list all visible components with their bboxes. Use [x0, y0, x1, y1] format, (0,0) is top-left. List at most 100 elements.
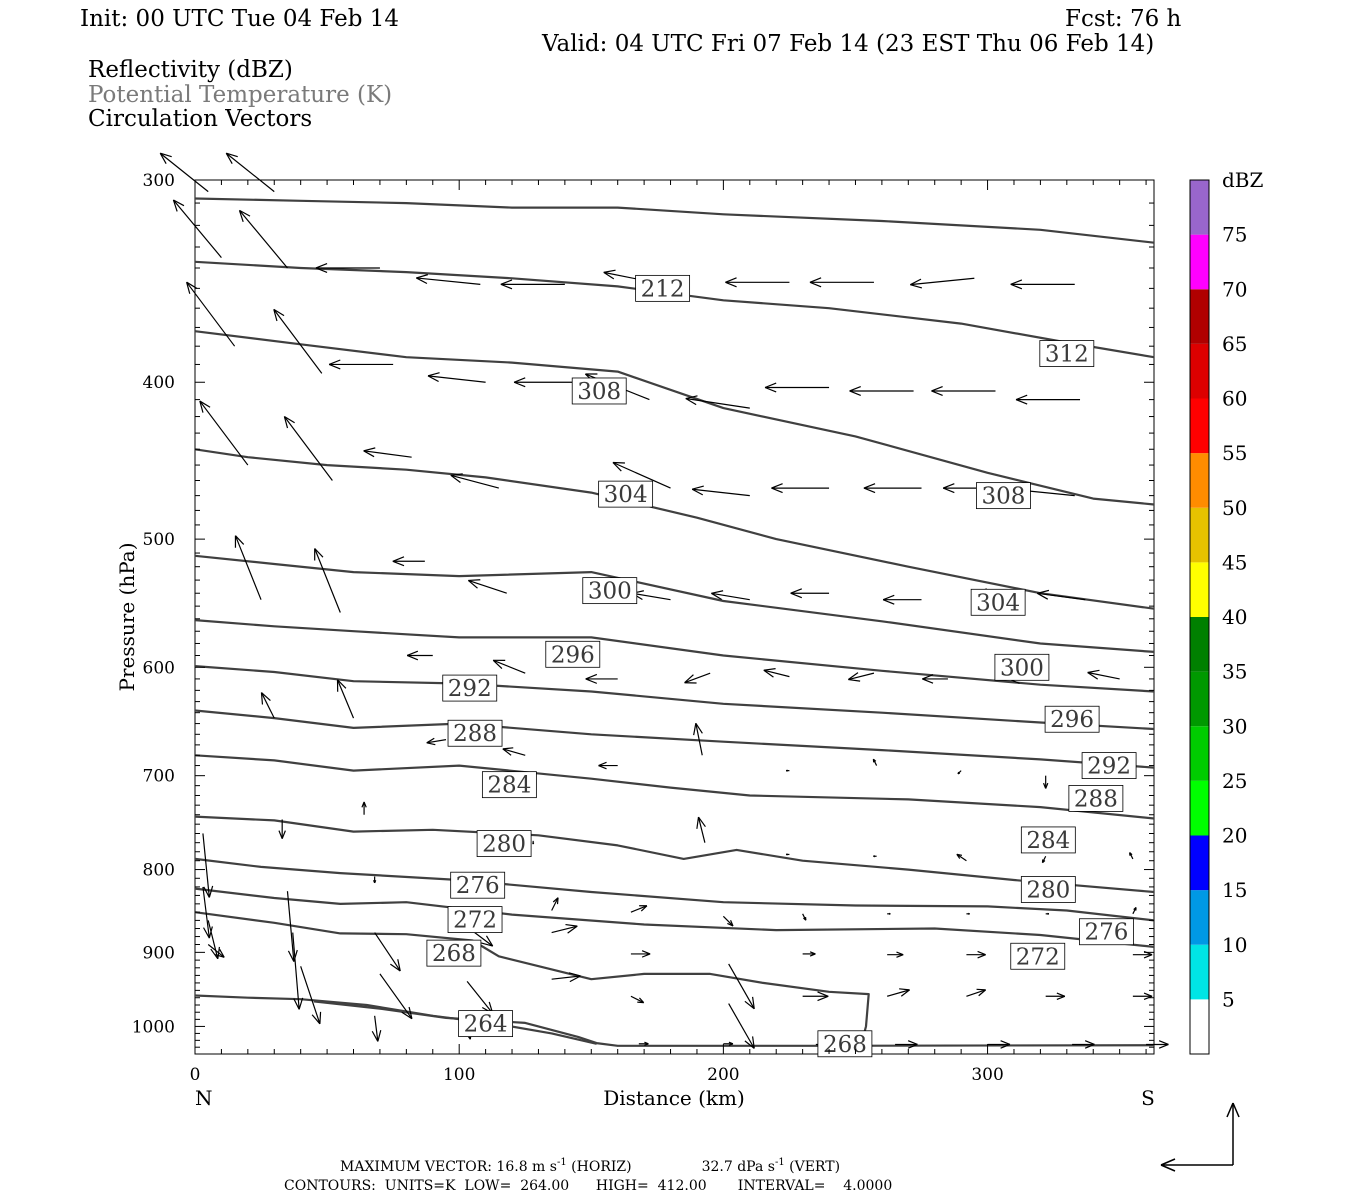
contour-308 [194, 330, 1155, 506]
forecast-hour: Fcst: 76 h [1065, 6, 1182, 32]
vector-arrow [1037, 589, 1086, 601]
contour-label: 308 [571, 377, 627, 405]
vector-arrow [931, 385, 996, 396]
contour-label: 296 [1044, 705, 1100, 733]
colorbar-tick-label: 70 [1222, 277, 1247, 301]
vector-arrow [1146, 1040, 1169, 1049]
svg-text:280: 280 [1026, 877, 1070, 903]
svg-text:268: 268 [823, 1032, 867, 1058]
vector-arrow [500, 279, 565, 290]
contour-296 [194, 619, 1155, 693]
colorbar-tick-label: 55 [1222, 441, 1247, 465]
contour-288 [194, 709, 1155, 769]
contour-label: 268 [817, 1030, 873, 1058]
colorbar-swatch [1190, 343, 1209, 399]
contour-label: 284 [1020, 826, 1076, 854]
contour-label: 268 [426, 939, 482, 967]
colorbar-swatch [1190, 234, 1209, 290]
svg-text:304: 304 [976, 590, 1020, 616]
vector-arrow [802, 951, 816, 957]
vector-arrow [551, 897, 559, 911]
contour-label: 280 [1020, 876, 1076, 903]
contour-300 [194, 554, 1155, 653]
vector-arrow [315, 262, 380, 274]
vector-arrow [887, 912, 891, 915]
x-axis-north-label: N [195, 1086, 213, 1110]
contour-label: 280 [476, 830, 532, 858]
colorbar-swatch [1190, 507, 1209, 563]
colorbar-swatch [1190, 890, 1209, 945]
vector-arrow [728, 1003, 755, 1049]
vector-arrow [532, 840, 535, 845]
contour-label: 300 [994, 653, 1050, 681]
vector-arrow [764, 382, 830, 393]
vector-arrow [283, 415, 333, 481]
contour-label: 296 [545, 640, 601, 668]
contour-label: 276 [450, 871, 506, 899]
vector-arrow [238, 209, 288, 269]
vector-arrow [1129, 852, 1134, 860]
vector-arrow [691, 485, 750, 497]
svg-text:308: 308 [577, 379, 621, 405]
vector-arrow [987, 1040, 1011, 1049]
y-tick-label: 600 [143, 658, 175, 678]
x-tick-label: 100 [443, 1065, 475, 1085]
vector-arrow [684, 672, 711, 684]
vector-arrow [172, 199, 222, 258]
y-tick-label: 300 [143, 171, 175, 191]
contour-label: 272 [1010, 942, 1066, 970]
vector-arrow [848, 672, 875, 682]
theta-contours [194, 197, 1155, 1047]
axis-ticks: 300 400 500 600 700 800 900 1000 0 100 200 300 [132, 171, 1154, 1085]
vector-arrow [630, 950, 651, 958]
svg-text:300: 300 [1000, 655, 1044, 681]
y-tick-label: 800 [143, 861, 175, 881]
vector-arrow [1072, 1040, 1095, 1049]
colorbar-tick-label: 15 [1222, 878, 1247, 902]
vector-arrow [225, 152, 275, 193]
contour-268 [313, 1000, 1155, 1047]
vector-arrow [790, 588, 830, 599]
vector-arrow [1045, 912, 1050, 915]
field-title-vectors: Circulation Vectors [88, 106, 312, 132]
vector-arrow [406, 650, 433, 661]
vector-arrow [863, 483, 922, 494]
vector-arrow [725, 277, 790, 288]
vector-arrow [273, 308, 323, 374]
vector-arrow [922, 674, 948, 684]
vector-arrow [371, 1015, 382, 1042]
vector-arrow [1041, 855, 1047, 864]
svg-text:312: 312 [1045, 342, 1089, 368]
svg-text:304: 304 [604, 482, 648, 508]
field-title-reflectivity: Reflectivity (dBZ) [88, 57, 293, 83]
vector-arrow [809, 277, 874, 288]
vector-arrow [630, 905, 648, 913]
colorbar-tick-label: 75 [1222, 223, 1247, 247]
vector-arrow [373, 876, 377, 884]
vector-arrow [957, 770, 962, 775]
vector-arrow [1015, 394, 1081, 405]
vector-arrow [336, 679, 355, 719]
contour-label: 312 [1039, 340, 1095, 368]
contour-284 [194, 754, 1155, 820]
x-tick-label: 0 [190, 1065, 201, 1085]
colorbar-swatch [1190, 562, 1209, 617]
vector-arrow [466, 981, 494, 1014]
vector-arrow [849, 385, 914, 396]
x-axis-south-label: S [1141, 1086, 1155, 1110]
footer-contour-info: CONTOURS: UNITS=K LOW= 264.00 HIGH= 412.… [284, 1178, 892, 1194]
vector-arrow [363, 447, 412, 458]
vector-arrow [551, 923, 578, 934]
colorbar-swatch [1190, 835, 1209, 891]
colorbar-swatch [1190, 671, 1209, 727]
vector-arrow [186, 281, 236, 347]
vector-arrow [492, 659, 526, 674]
vector-arrow [416, 274, 481, 285]
vector-arrow [785, 769, 790, 772]
vector-arrow [771, 483, 830, 494]
contour-276 [194, 857, 1155, 922]
vector-arrow [502, 747, 526, 756]
colorbar-tick-label: 50 [1222, 496, 1247, 520]
colorbar-swatch [1190, 726, 1209, 781]
